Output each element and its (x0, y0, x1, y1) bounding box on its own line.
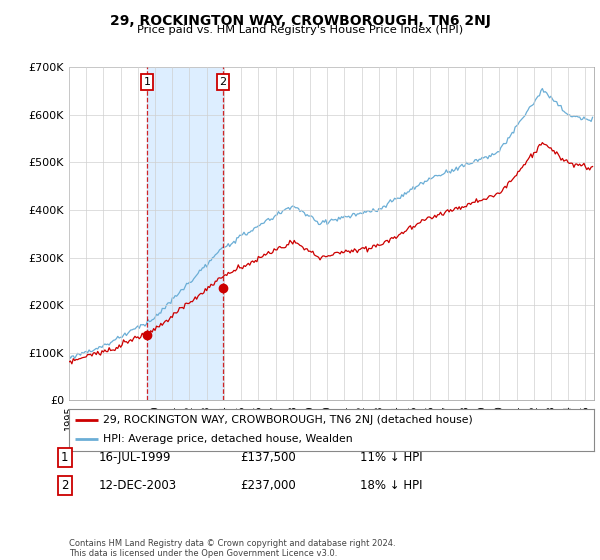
Bar (147, 67, 223, 400)
Text: HPI: Average price, detached house, Wealden: HPI: Average price, detached house, Weal… (103, 435, 353, 445)
Text: Contains HM Land Registry data © Crown copyright and database right 2024.
This d: Contains HM Land Registry data © Crown c… (69, 539, 395, 558)
Text: 1: 1 (143, 77, 151, 87)
Text: 16-JUL-1999: 16-JUL-1999 (99, 451, 172, 464)
Text: 12-DEC-2003: 12-DEC-2003 (99, 479, 177, 492)
Text: 29, ROCKINGTON WAY, CROWBOROUGH, TN6 2NJ: 29, ROCKINGTON WAY, CROWBOROUGH, TN6 2NJ (110, 14, 490, 28)
Text: 2: 2 (220, 77, 227, 87)
Text: 29, ROCKINGTON WAY, CROWBOROUGH, TN6 2NJ (detached house): 29, ROCKINGTON WAY, CROWBOROUGH, TN6 2NJ… (103, 415, 473, 425)
Text: 2: 2 (61, 479, 68, 492)
Text: 11% ↓ HPI: 11% ↓ HPI (360, 451, 422, 464)
Text: 18% ↓ HPI: 18% ↓ HPI (360, 479, 422, 492)
Text: £137,500: £137,500 (240, 451, 296, 464)
Text: Price paid vs. HM Land Registry's House Price Index (HPI): Price paid vs. HM Land Registry's House … (137, 25, 463, 35)
Text: £237,000: £237,000 (240, 479, 296, 492)
Text: 1: 1 (61, 451, 68, 464)
